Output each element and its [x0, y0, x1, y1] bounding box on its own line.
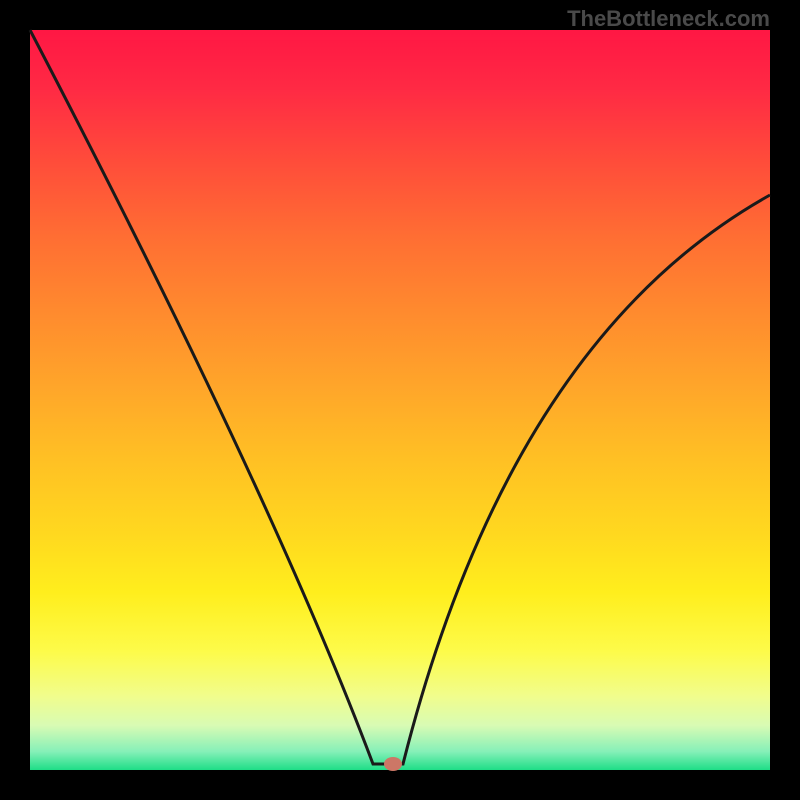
attribution-label: TheBottleneck.com	[567, 6, 770, 32]
chart-container: TheBottleneck.com	[0, 0, 800, 800]
optimum-marker	[384, 757, 402, 771]
plot-background	[30, 30, 770, 770]
chart-svg	[0, 0, 800, 800]
